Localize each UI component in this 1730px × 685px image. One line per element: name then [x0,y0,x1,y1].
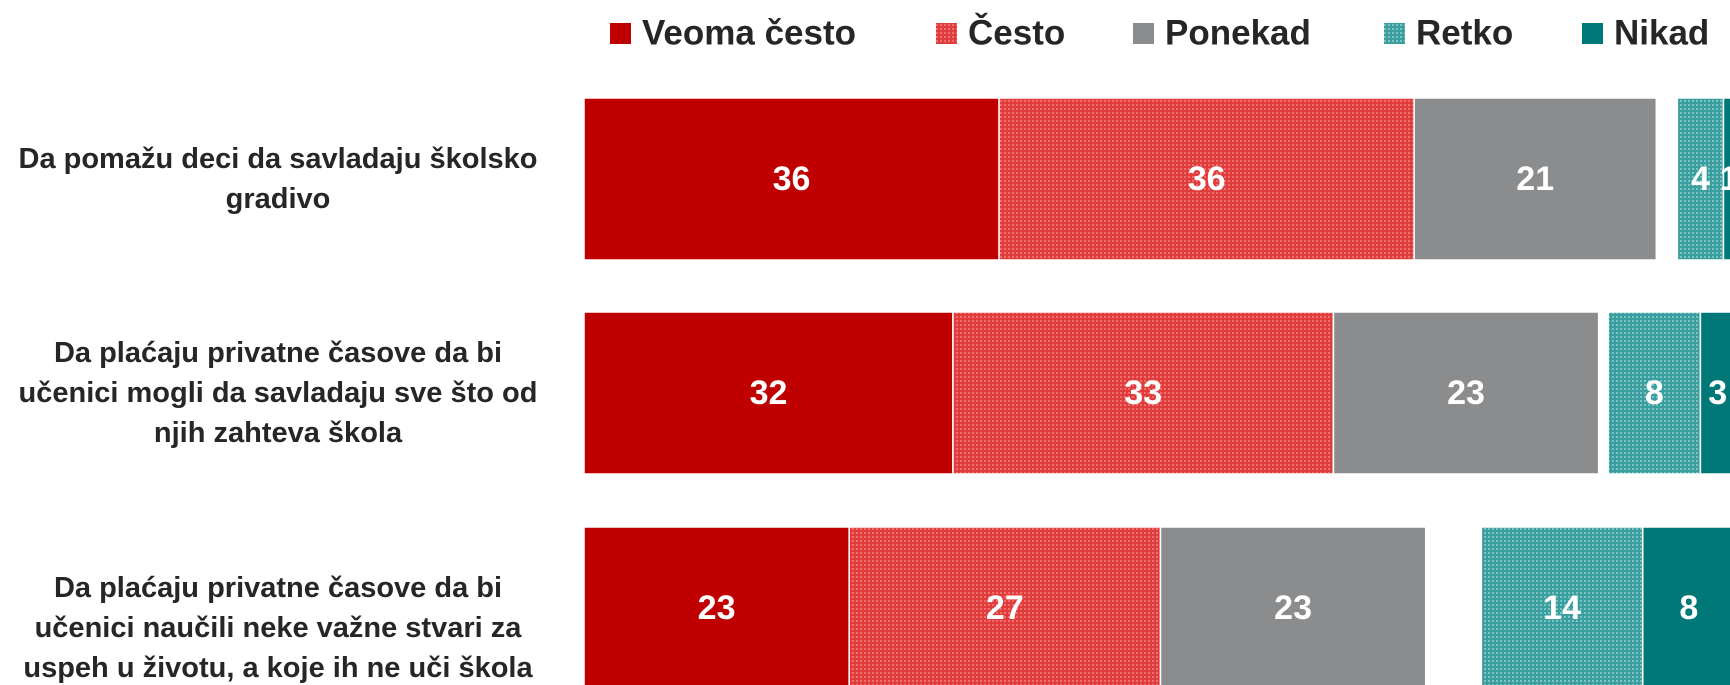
value-label: 8 [1679,589,1698,627]
legend-label: Retko [1416,13,1513,52]
bar-segment [1413,97,1658,261]
value-label: 21 [1516,160,1554,198]
bar-segment [952,311,1335,475]
value-label: 23 [1274,589,1312,627]
value-label: 27 [986,589,1024,627]
bar-segment [583,97,1000,261]
legend-label: Često [968,12,1065,52]
bar-segment [1480,526,1644,685]
value-label: 23 [1447,374,1485,412]
value-label: 8 [1645,374,1664,412]
legend-swatch [610,23,631,44]
value-label: 32 [750,374,788,412]
bar-segment [583,311,954,475]
value-label: 23 [698,589,736,627]
bar-segment [1332,311,1600,475]
legend-swatch [936,23,957,44]
category-label: Da plaćaju privatne časove da bi učenici… [18,337,538,449]
bar-segment [583,526,850,685]
bar-segment [1159,526,1427,685]
category-label: Da pomažu deci da savladaju školsko grad… [18,143,538,215]
value-label: 36 [1188,160,1226,198]
bar-segment [998,97,1415,261]
bar-segment [1607,311,1702,475]
value-label: 36 [773,160,811,198]
value-label: 4 [1691,160,1710,198]
value-label: 33 [1124,374,1162,412]
bar-segment [848,526,1162,685]
legend-swatch [1582,23,1603,44]
bar-segment [1642,526,1730,685]
value-label: 3 [1708,374,1727,412]
legend-swatch [1133,23,1154,44]
category-label: Da plaćaju privatne časove da bi učenici… [23,572,533,684]
value-label: 1 [1720,160,1730,198]
bar-segment [1722,97,1730,261]
value-label: 14 [1543,589,1581,627]
legend-label: Veoma često [642,13,856,52]
legend-swatch [1384,23,1405,44]
bar-segment [1699,311,1730,475]
bar-segment [1676,97,1725,261]
legend-label: Ponekad [1165,13,1311,52]
legend-label: Nikad [1614,13,1709,52]
